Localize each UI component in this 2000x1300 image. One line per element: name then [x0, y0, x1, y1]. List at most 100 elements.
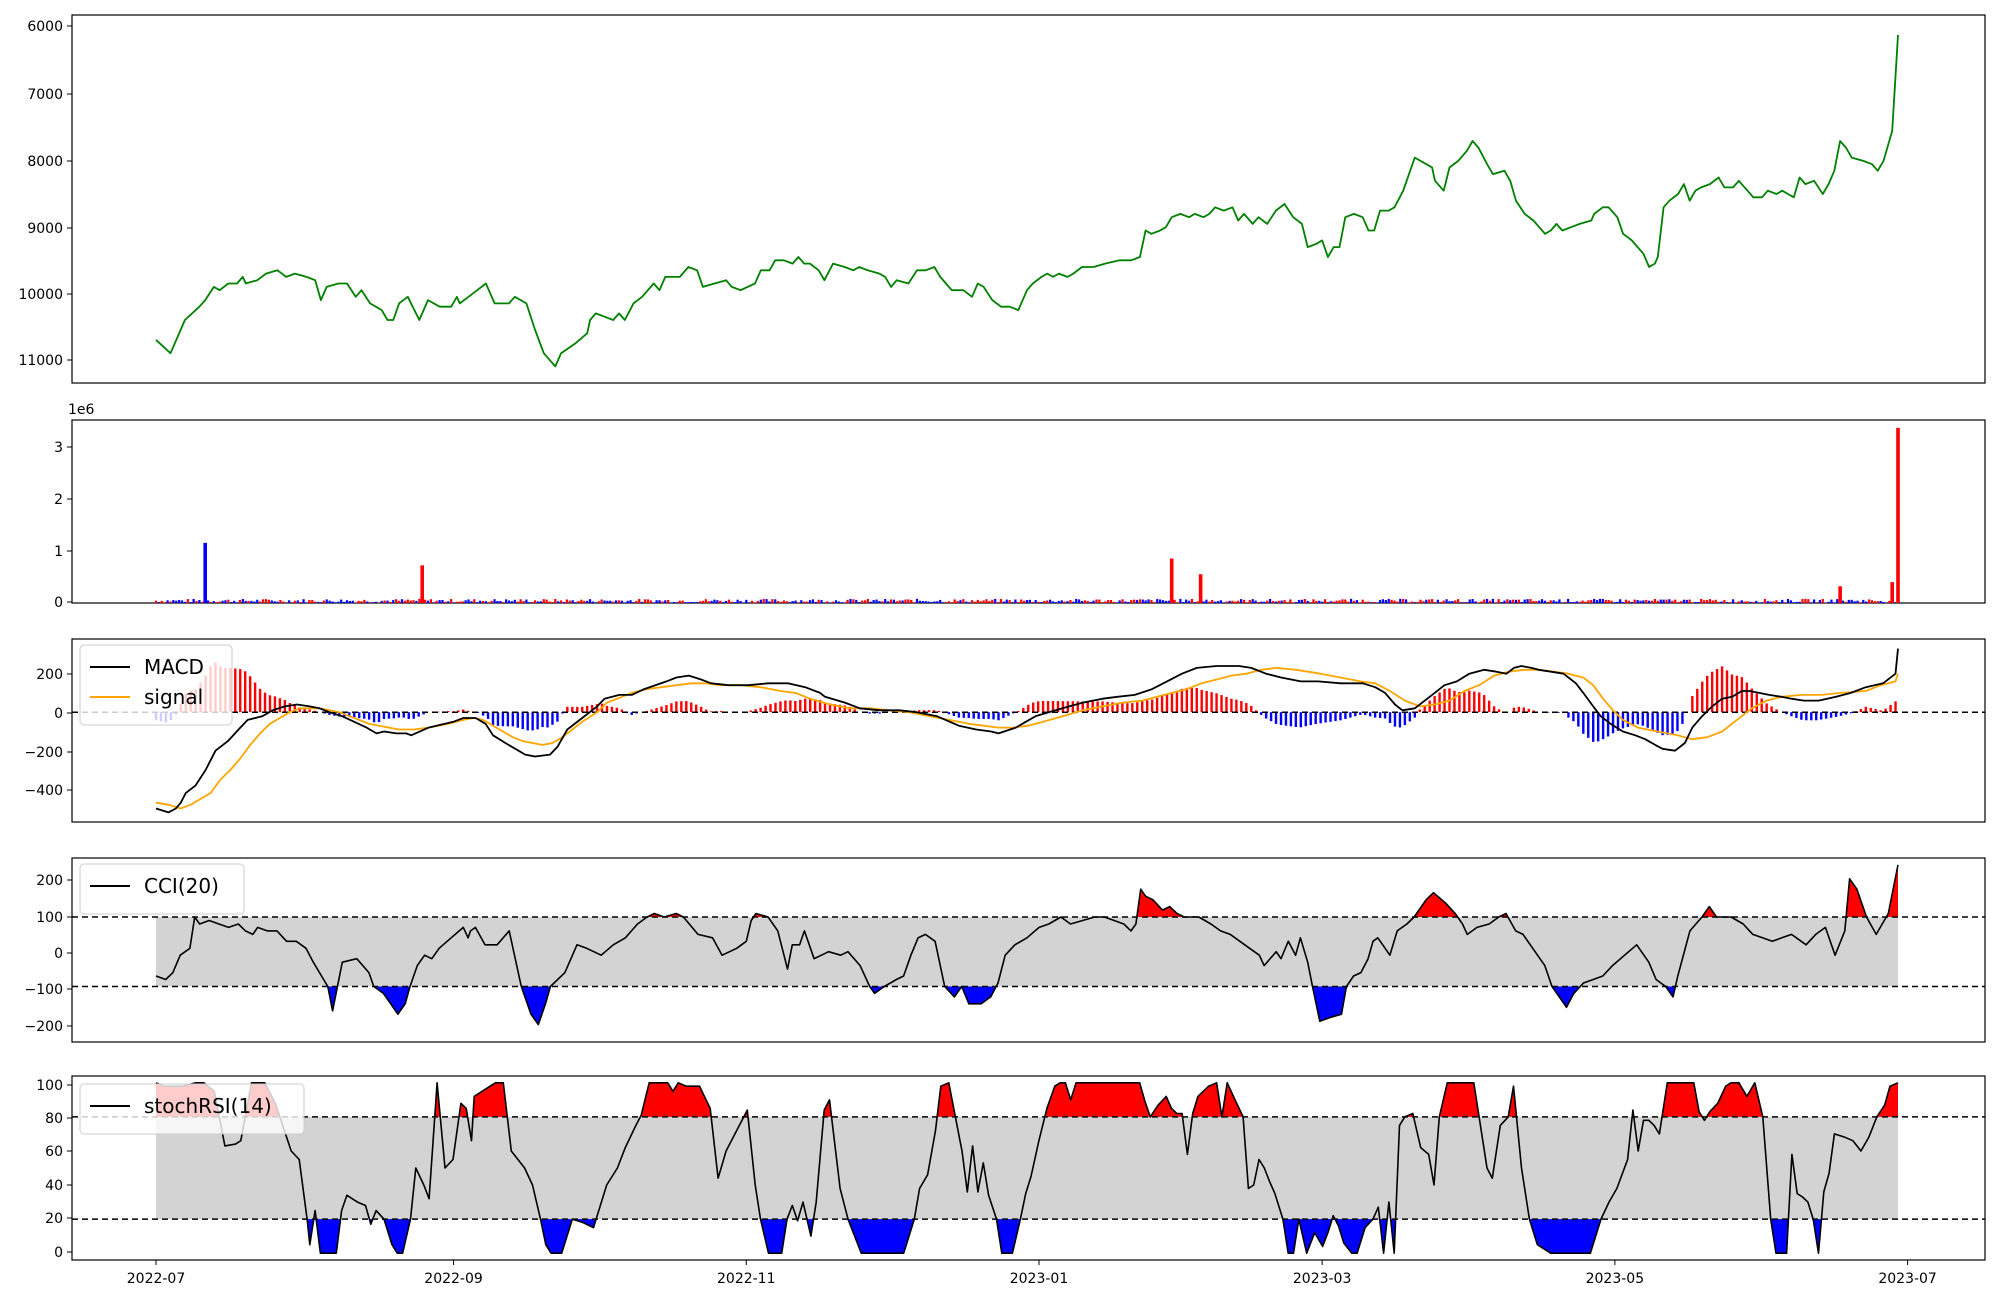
volume-bar [1454, 600, 1457, 603]
volume-bar [609, 600, 612, 603]
volume-bar [805, 601, 809, 603]
macd-histogram-bar [1889, 705, 1892, 713]
macd-histogram-bar [422, 712, 425, 715]
volume-bar [681, 600, 684, 603]
volume-bar [1772, 601, 1775, 603]
cci-oversold-fill [373, 986, 410, 1015]
stochrsi-overbought-fill [472, 1082, 508, 1117]
volume-bar [363, 599, 366, 603]
volume-bar [1303, 598, 1306, 603]
volume-bar [1318, 600, 1321, 603]
macd-histogram-bar [412, 712, 415, 719]
volume-bar [719, 600, 722, 603]
macd-histogram-bar [1017, 711, 1020, 713]
macd-histogram-bar [1145, 700, 1149, 713]
volume-bar [1746, 601, 1749, 603]
volume-bar [913, 602, 916, 603]
volume-bar [1856, 600, 1859, 603]
volume-bar [458, 601, 461, 603]
macd-histogram-bar [1175, 690, 1179, 713]
macd-histogram-bar [556, 712, 559, 722]
volume-bar [1668, 599, 1671, 603]
volume-bar [756, 600, 759, 603]
macd-histogram-bar [308, 709, 311, 713]
volume-bar [829, 602, 832, 603]
macd-histogram-bar [1190, 687, 1193, 713]
macd-histogram-bar [1056, 701, 1060, 713]
volume-bar [175, 600, 178, 603]
volume-bar [1503, 600, 1506, 603]
volume-bar [1242, 599, 1246, 603]
macd-histogram-bar [1131, 703, 1134, 713]
volume-bar [1410, 601, 1413, 603]
macd-histogram-bar [1532, 710, 1535, 713]
volume-bar [1700, 598, 1703, 603]
macd-histogram-bar [690, 702, 693, 713]
macd-histogram-bar [1061, 701, 1065, 713]
macd-histogram-bar [372, 712, 376, 723]
volume-bar [1595, 600, 1599, 603]
volume-bar [224, 600, 227, 603]
macd-histogram-bar [1071, 701, 1075, 713]
macd-histogram-bar [1349, 712, 1352, 718]
volume-bar [852, 599, 855, 603]
macd-histogram-bar [1587, 712, 1590, 738]
macd-histogram-bar [769, 704, 772, 713]
volume-bar [1216, 601, 1220, 603]
volume-bar [1373, 601, 1376, 603]
macd-histogram-bar [992, 712, 995, 720]
macd-histogram-bar [1468, 690, 1471, 713]
volume-bar [1867, 599, 1871, 603]
macd-histogram-bar [437, 711, 440, 713]
volume-bar [1025, 600, 1029, 603]
volume-bar [276, 601, 279, 603]
volume-bar [253, 601, 256, 603]
volume-bar [282, 601, 285, 603]
macd-histogram-bar [1279, 712, 1283, 726]
volume-bar [866, 598, 869, 603]
volume-spike [1896, 427, 1900, 603]
macd-histogram-bar [1418, 709, 1421, 713]
macd-histogram-bar [1676, 712, 1679, 732]
macd-histogram-bar [937, 711, 941, 713]
macd-histogram-bar [362, 712, 366, 719]
volume-bar [1543, 600, 1547, 603]
volume-bar [418, 598, 421, 603]
volume-bar [340, 599, 343, 603]
stochrsi-ytick-label: 0 [54, 1245, 63, 1261]
stochrsi-band [156, 1116, 1898, 1220]
macd-histogram-bar [699, 706, 703, 713]
macd-histogram-bar [704, 709, 708, 713]
volume-bar [1321, 601, 1324, 603]
volume-bar [1601, 599, 1604, 603]
volume-bar [568, 600, 571, 603]
volume-bar [1384, 600, 1387, 603]
macd-panel-frame [71, 638, 1986, 823]
volume-bar [496, 600, 499, 603]
volume-bar [1358, 602, 1361, 603]
macd-histogram-bar [1324, 712, 1327, 723]
macd-histogram-bar [1210, 692, 1213, 713]
macd-histogram-bar [467, 710, 470, 713]
macd-histogram-bar [1230, 698, 1233, 713]
volume-bar [748, 602, 751, 603]
volume-bar [632, 602, 635, 603]
volume-bar [1092, 600, 1095, 603]
volume-bar [1280, 600, 1283, 603]
volume-bar [1115, 602, 1118, 603]
volume-bar [397, 600, 401, 603]
volume-bar [484, 601, 487, 603]
macd-histogram-bar [1393, 712, 1397, 727]
volume-bar [316, 601, 320, 603]
volume-bar [1624, 599, 1628, 603]
macd-histogram-bar [749, 710, 752, 713]
macd-histogram-bar [1790, 712, 1793, 717]
macd-histogram-bar [620, 709, 624, 713]
volume-bar [1352, 600, 1356, 603]
volume-bar [1572, 602, 1576, 603]
price-ytick-label: 8000 [27, 154, 63, 170]
volume-bar [409, 600, 412, 603]
volume-bar [183, 601, 187, 603]
volume-bar [1786, 598, 1790, 603]
macd-ytick-label: 200 [36, 667, 63, 683]
